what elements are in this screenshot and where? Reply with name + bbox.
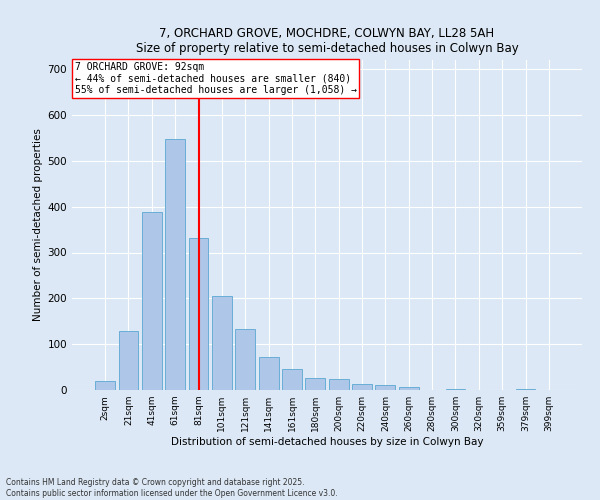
Bar xyxy=(142,212,162,390)
Y-axis label: Number of semi-detached properties: Number of semi-detached properties xyxy=(34,128,43,322)
Bar xyxy=(352,384,372,390)
Bar xyxy=(305,378,325,390)
Bar xyxy=(165,139,185,390)
X-axis label: Distribution of semi-detached houses by size in Colwyn Bay: Distribution of semi-detached houses by … xyxy=(171,437,483,447)
Bar xyxy=(119,332,139,390)
Bar xyxy=(95,381,115,390)
Text: Contains HM Land Registry data © Crown copyright and database right 2025.
Contai: Contains HM Land Registry data © Crown c… xyxy=(6,478,338,498)
Bar xyxy=(446,388,466,390)
Bar xyxy=(259,357,278,390)
Bar xyxy=(376,386,395,390)
Text: 7 ORCHARD GROVE: 92sqm
← 44% of semi-detached houses are smaller (840)
55% of se: 7 ORCHARD GROVE: 92sqm ← 44% of semi-det… xyxy=(74,62,356,95)
Bar xyxy=(235,329,255,390)
Bar xyxy=(188,238,208,390)
Bar xyxy=(399,387,419,390)
Bar xyxy=(515,388,535,390)
Bar xyxy=(212,296,232,390)
Bar xyxy=(282,369,302,390)
Bar xyxy=(329,378,349,390)
Title: 7, ORCHARD GROVE, MOCHDRE, COLWYN BAY, LL28 5AH
Size of property relative to sem: 7, ORCHARD GROVE, MOCHDRE, COLWYN BAY, L… xyxy=(136,26,518,54)
